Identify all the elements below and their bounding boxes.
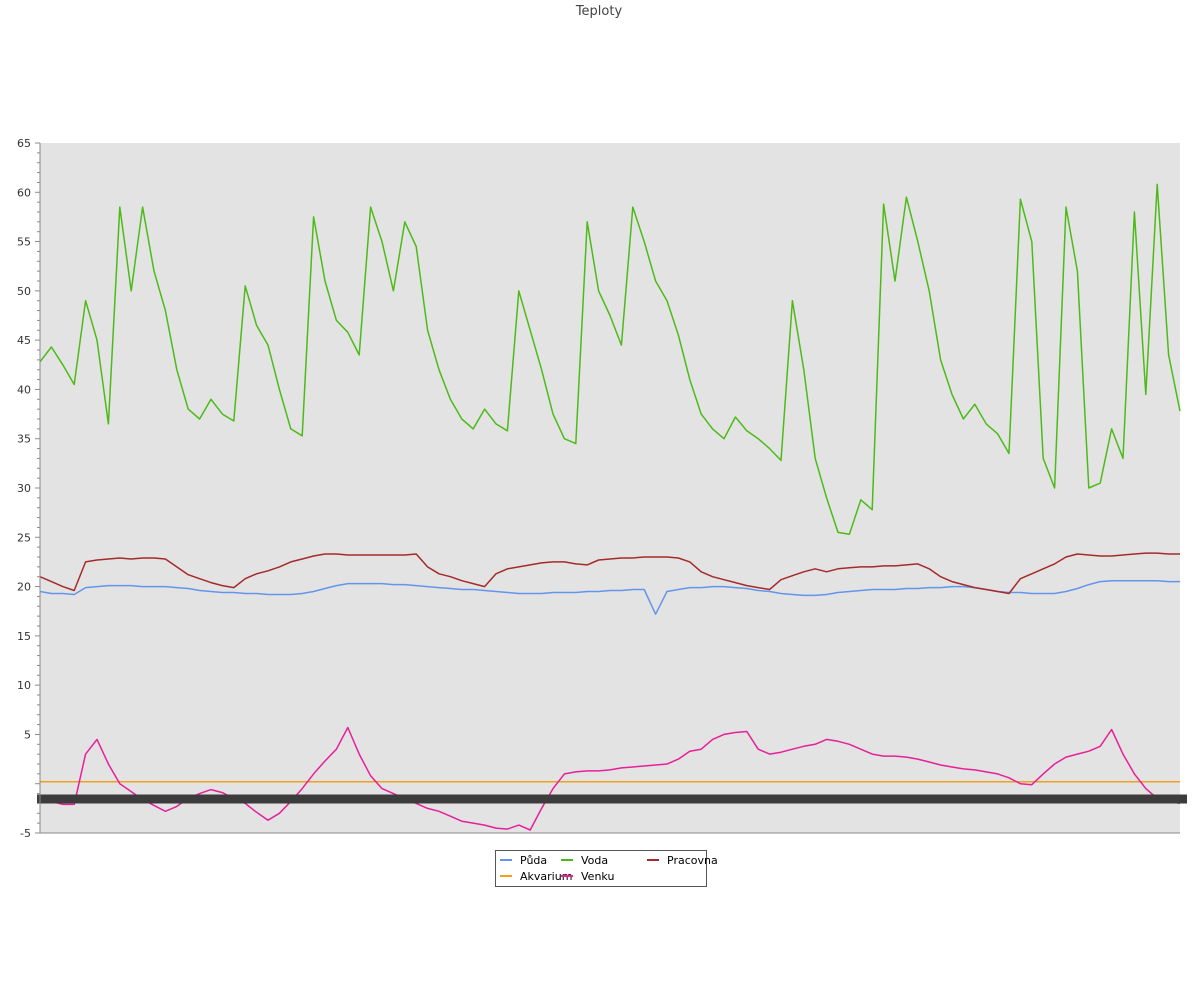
legend-label-2: Pracovna (667, 854, 718, 867)
y-tick-label: 55 (17, 236, 31, 249)
legend-label-1: Voda (581, 854, 608, 867)
y-tick-label: 50 (17, 285, 31, 298)
legend-box (495, 850, 707, 887)
series-line-1 (39, 183, 1181, 536)
y-tick-label: 30 (17, 482, 31, 495)
y-tick-label: 45 (17, 334, 31, 347)
y-tick-label: 25 (17, 531, 31, 544)
series-line-2 (39, 552, 1180, 595)
legend-label-0: Půda (520, 854, 547, 867)
x-axis (37, 794, 1187, 834)
y-tick-label: 35 (17, 433, 31, 446)
y-axis: -5 5 10 15 20 25 30 35 40 45 50 55 60 65 (17, 137, 41, 840)
plot-area (40, 143, 1180, 833)
y-tick-label: 10 (17, 679, 31, 692)
y-tick-label: -5 (20, 827, 31, 840)
legend-label-3: Akvarium (520, 870, 572, 883)
y-tick-label: 65 (17, 137, 31, 150)
y-tick-label: 60 (17, 186, 31, 199)
y-tick-label: 40 (17, 383, 31, 396)
legend: Půda Voda Pracovna Akvarium Venku (495, 850, 718, 887)
y-tick-label: 5 (24, 728, 31, 741)
legend-label-4: Venku (581, 870, 614, 883)
y-tick-label: 15 (17, 630, 31, 643)
y-tick-label: 20 (17, 581, 31, 594)
x-axis-tick-band (37, 794, 1187, 804)
chart-title: Teploty (575, 4, 623, 19)
